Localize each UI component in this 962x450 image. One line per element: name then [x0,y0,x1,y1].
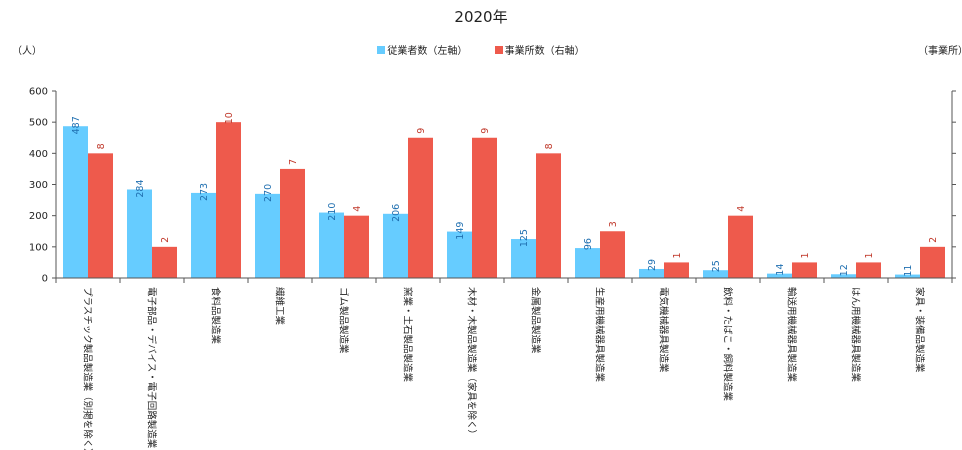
category-label: 食料品製造業 [210,287,222,345]
data-label-employees: 12 [839,264,850,276]
category-label: 繊維工業 [274,287,286,326]
y-tick-label: 600 [29,87,48,98]
data-label-establishments: 8 [96,143,107,149]
bar-employees [511,239,536,278]
bar-employees [703,270,728,278]
bar-employees [63,126,88,279]
right-axis-unit: （事業所） [918,46,962,57]
category-label: 家具・装備品製造業 [914,287,926,373]
bar-establishments [600,231,625,278]
category-label: 窯業・土石製品製造業 [402,287,414,383]
bar-employees [255,193,280,278]
data-label-employees: 96 [583,238,594,250]
bar-employees [447,231,472,278]
y-tick-label: 500 [29,118,48,129]
left-axis-unit: （人） [12,46,42,57]
data-label-employees: 14 [775,264,786,276]
bar-establishments [408,137,433,278]
data-label-employees: 210 [327,203,338,221]
legend-label-employees: 従業者数（左軸） [387,46,468,57]
legend-item-establishments: 事業所数（右軸） [494,42,585,57]
category-label: プラスチック製品製造業（別掲を除く） [82,287,94,450]
bar-employees [895,274,920,278]
legend-swatch-establishments [494,45,503,54]
category-label: 生産用機械器具製造業 [594,287,606,383]
bar-establishments [728,215,753,278]
legend: 従業者数（左軸） 事業所数（右軸） [0,42,962,57]
data-label-establishments: 3 [608,221,619,227]
data-label-establishments: 4 [736,206,747,212]
data-label-establishments: 4 [352,206,363,212]
bar-establishments [280,168,305,278]
bar-employees [127,189,152,278]
legend-item-employees: 従業者数（左軸） [377,42,467,57]
data-label-employees: 125 [519,229,530,247]
data-label-employees: 25 [711,260,722,272]
y-tick-label: 400 [29,149,48,160]
category-label: 輸送用機械器具製造業 [786,287,798,383]
data-label-establishments: 2 [160,237,171,243]
bar-establishments [920,246,945,278]
bar-establishments [88,153,113,278]
bar-establishments [344,215,369,278]
bar-establishments [472,137,497,278]
data-label-establishments: 10 [224,112,235,124]
bar-employees [639,268,664,278]
bar-establishments [216,122,241,279]
bar-establishments [856,262,881,278]
data-label-employees: 149 [455,222,466,240]
data-label-employees: 487 [71,116,82,134]
bar-establishments [792,262,817,278]
chart-title: 2020年 [454,8,508,26]
bar-employees [831,274,856,278]
category-label: 電子部品・デバイス・電子回路製造業 [146,287,158,449]
bar-establishments [152,246,177,278]
bar-employees [767,273,792,278]
data-label-establishments: 9 [416,128,427,134]
data-label-establishments: 1 [864,252,875,258]
category-label: はん用機械器具製造業 [850,287,862,383]
bar-employees [319,212,344,278]
category-label: 金属製品製造業 [530,287,542,354]
category-label: 木材・木製品製造業（家具を除く） [466,287,478,439]
y-tick-label: 0 [42,274,48,285]
bar-establishments [664,262,689,278]
bar-employees [383,213,408,278]
data-label-establishments: 2 [928,237,939,243]
data-label-employees: 273 [199,183,210,201]
bar-employees [191,192,216,278]
data-label-establishments: 7 [288,159,299,165]
data-label-establishments: 8 [544,143,555,149]
data-label-employees: 206 [391,204,402,222]
data-label-employees: 270 [263,184,274,202]
bar-establishments [536,153,561,278]
y-tick-label: 100 [29,242,48,253]
data-label-establishments: 9 [480,128,491,134]
data-label-establishments: 1 [800,252,811,258]
data-label-employees: 11 [903,265,914,277]
data-label-employees: 284 [135,179,146,197]
category-label: ゴム製品製造業 [338,287,350,354]
y-tick-label: 200 [29,211,48,222]
legend-swatch-employees [377,45,386,54]
bar-employees [575,248,600,278]
data-label-employees: 29 [647,259,658,271]
data-label-establishments: 1 [672,252,683,258]
y-tick-label: 300 [29,180,48,191]
category-label: 飲料・たばこ・飼料製造業 [722,287,734,402]
category-label: 電気機械器具製造業 [658,287,670,373]
legend-label-establishments: 事業所数（右軸） [504,46,585,57]
